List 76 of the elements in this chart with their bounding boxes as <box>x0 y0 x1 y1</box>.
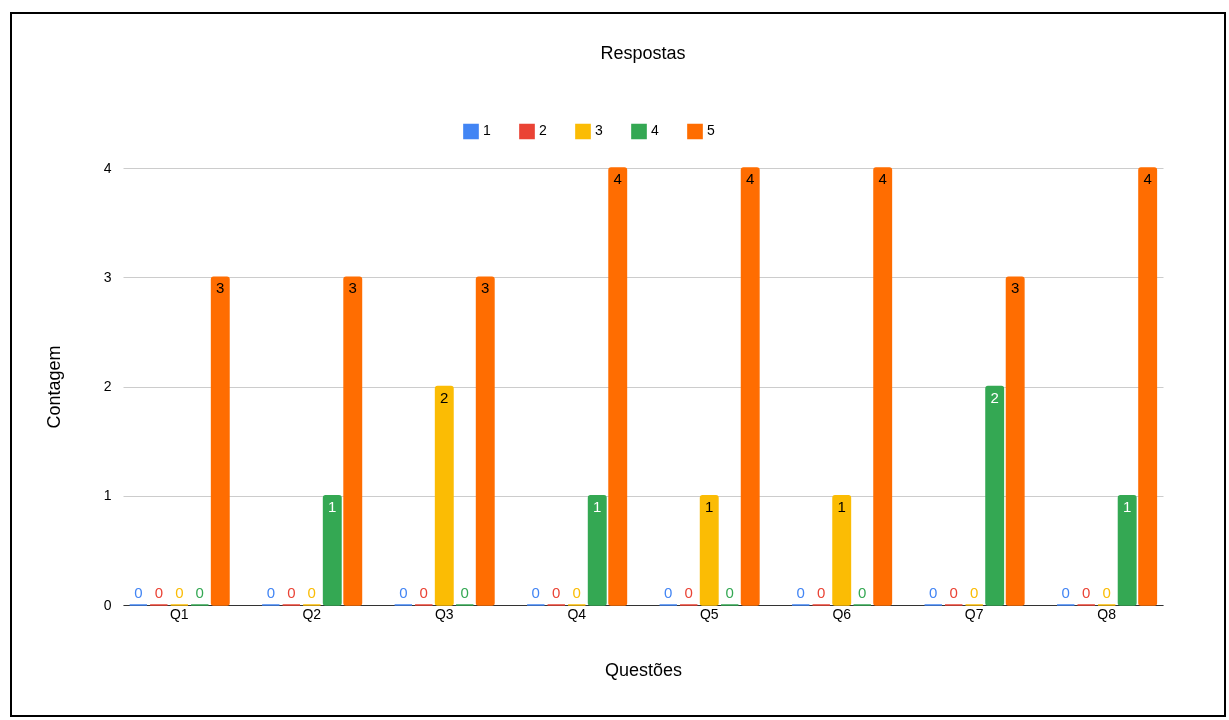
data-label: 0 <box>817 584 826 601</box>
x-tick-label: Q5 <box>699 605 719 622</box>
data-label: 0 <box>1082 584 1091 601</box>
data-label: 1 <box>837 497 846 515</box>
data-label: 0 <box>664 584 673 601</box>
data-label: 0 <box>684 584 693 601</box>
data-label: 0 <box>725 584 734 601</box>
data-label: 2 <box>440 388 449 406</box>
bar <box>322 495 342 606</box>
bar <box>210 276 230 606</box>
x-tick-label: Q4 <box>567 605 587 622</box>
data-label: 0 <box>1061 584 1070 601</box>
y-tick-label: 4 <box>103 159 112 176</box>
data-label: 0 <box>531 584 540 601</box>
y-tick-label: 1 <box>103 487 112 504</box>
x-tick-label: Q7 <box>964 605 984 622</box>
y-tick-label: 2 <box>103 378 112 394</box>
data-label: 0 <box>796 584 805 601</box>
data-label: 3 <box>216 279 225 297</box>
data-label: 1 <box>328 497 337 515</box>
data-label: 4 <box>878 170 887 187</box>
legend-label: 1 <box>483 122 491 139</box>
bar <box>1117 495 1137 606</box>
data-label: 0 <box>154 584 163 601</box>
y-tick-label: 0 <box>103 596 112 613</box>
data-label: 0 <box>134 584 143 601</box>
data-label: 1 <box>705 497 714 515</box>
data-label: 3 <box>348 279 357 297</box>
data-label: 0 <box>175 584 184 601</box>
bar <box>1005 276 1025 606</box>
data-label: 0 <box>572 584 581 601</box>
bar <box>1138 167 1158 606</box>
bar <box>608 167 628 606</box>
x-tick-label: Q6 <box>832 605 852 622</box>
legend-label: 4 <box>651 122 659 139</box>
data-label: 0 <box>1102 584 1111 601</box>
data-label: 3 <box>1011 279 1020 297</box>
y-tick-label: 3 <box>103 268 112 285</box>
data-label: 4 <box>746 170 755 187</box>
data-label: 1 <box>593 497 602 515</box>
data-label: 0 <box>970 584 979 601</box>
legend-label: 5 <box>707 122 715 139</box>
data-label: 0 <box>858 584 867 601</box>
data-label: 0 <box>552 584 561 601</box>
data-label: 1 <box>1123 497 1132 515</box>
data-label: 0 <box>287 584 296 601</box>
data-label: 0 <box>307 584 316 601</box>
x-axis-title: Questões <box>604 659 683 680</box>
data-label: 0 <box>460 584 469 601</box>
data-label: 2 <box>990 388 999 406</box>
x-tick-label: Q3 <box>434 605 454 622</box>
bar <box>832 495 852 606</box>
data-label: 4 <box>613 170 622 187</box>
x-tick-label: Q8 <box>1097 605 1117 622</box>
chart-title: Respostas <box>600 43 686 63</box>
bar <box>587 495 607 606</box>
bar <box>699 495 719 606</box>
data-label: 0 <box>419 584 428 601</box>
data-label: 3 <box>481 279 490 297</box>
y-axis-title: Contagem <box>43 345 64 429</box>
data-label: 0 <box>399 584 408 601</box>
legend-label: 2 <box>539 122 547 139</box>
data-label: 4 <box>1143 170 1152 187</box>
data-label: 0 <box>929 584 938 601</box>
x-tick-label: Q2 <box>302 605 322 622</box>
data-label: 0 <box>195 584 204 601</box>
bar <box>475 276 495 606</box>
bar <box>434 385 454 606</box>
bar <box>985 385 1005 606</box>
bar <box>873 167 893 606</box>
legend-label: 3 <box>595 122 603 139</box>
x-tick-label: Q1 <box>169 605 189 622</box>
bar <box>343 276 363 606</box>
data-label: 0 <box>949 584 958 601</box>
bar <box>740 167 760 606</box>
data-label: 0 <box>266 584 275 601</box>
